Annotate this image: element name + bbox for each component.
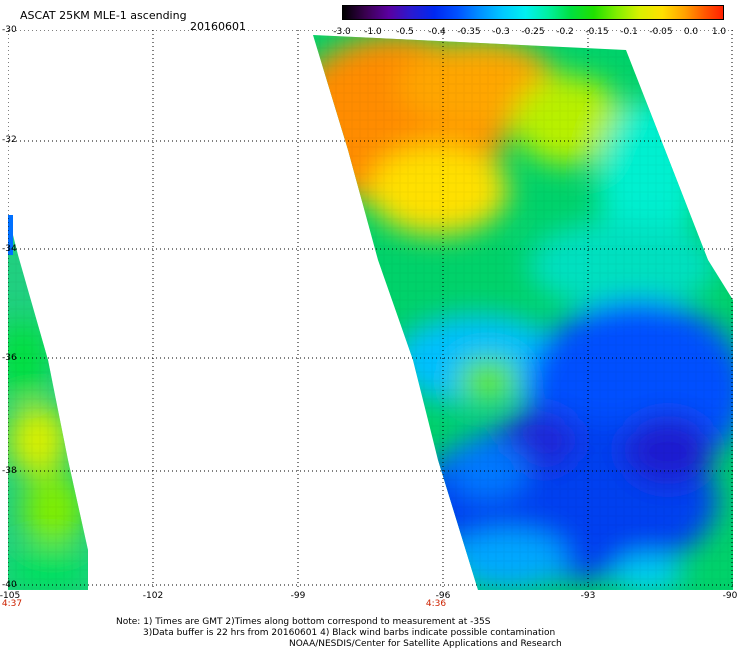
note-line-3: NOAA/NESDIS/Center for Satellite Applica…	[289, 639, 562, 649]
colorbar-label: -0.1	[620, 27, 638, 37]
edge-strip	[8, 215, 13, 255]
colorbar-label: -0.2	[556, 27, 574, 37]
colorbar-label: -0.05	[649, 27, 673, 37]
colorbar-label: -0.35	[457, 27, 481, 37]
colorbar-label: -0.15	[585, 27, 609, 37]
time-label: 4:37	[1, 599, 23, 609]
map-title: ASCAT 25KM MLE-1 ascending	[20, 9, 187, 22]
lon-label: -102	[142, 591, 164, 601]
colorbar	[342, 5, 724, 20]
lat-label: -40	[2, 580, 17, 590]
colorbar-label: 1.0	[711, 27, 727, 37]
lon-label: -96	[435, 591, 451, 601]
lat-label: -30	[2, 25, 17, 35]
lon-label: -105	[0, 591, 21, 601]
colorbar-label: -3.0	[333, 27, 351, 37]
time-label: 4:36	[425, 599, 447, 609]
lat-label: -32	[2, 135, 17, 145]
colorbar-label: -0.3	[492, 27, 510, 37]
lat-label: -38	[2, 466, 17, 476]
lon-label: -93	[580, 591, 596, 601]
lon-label: -90	[722, 591, 738, 601]
colorbar-label: -1.0	[364, 27, 382, 37]
wind-map	[8, 30, 733, 590]
swath-west	[8, 215, 88, 590]
colorbar-label: -0.4	[428, 27, 446, 37]
note-line-1: Note: 1) Times are GMT 2)Times along bot…	[116, 617, 491, 627]
lon-label: -99	[290, 591, 306, 601]
colorbar-label: -0.5	[396, 27, 414, 37]
lat-label: -36	[2, 353, 17, 363]
graticule	[8, 30, 733, 590]
lat-label: -34	[2, 244, 17, 254]
swath-east	[313, 35, 733, 590]
colorbar-label: -0.25	[521, 27, 545, 37]
colorbar-label: 0.0	[683, 27, 699, 37]
note-line-2: 3)Data buffer is 22 hrs from 20160601 4)…	[143, 628, 556, 638]
